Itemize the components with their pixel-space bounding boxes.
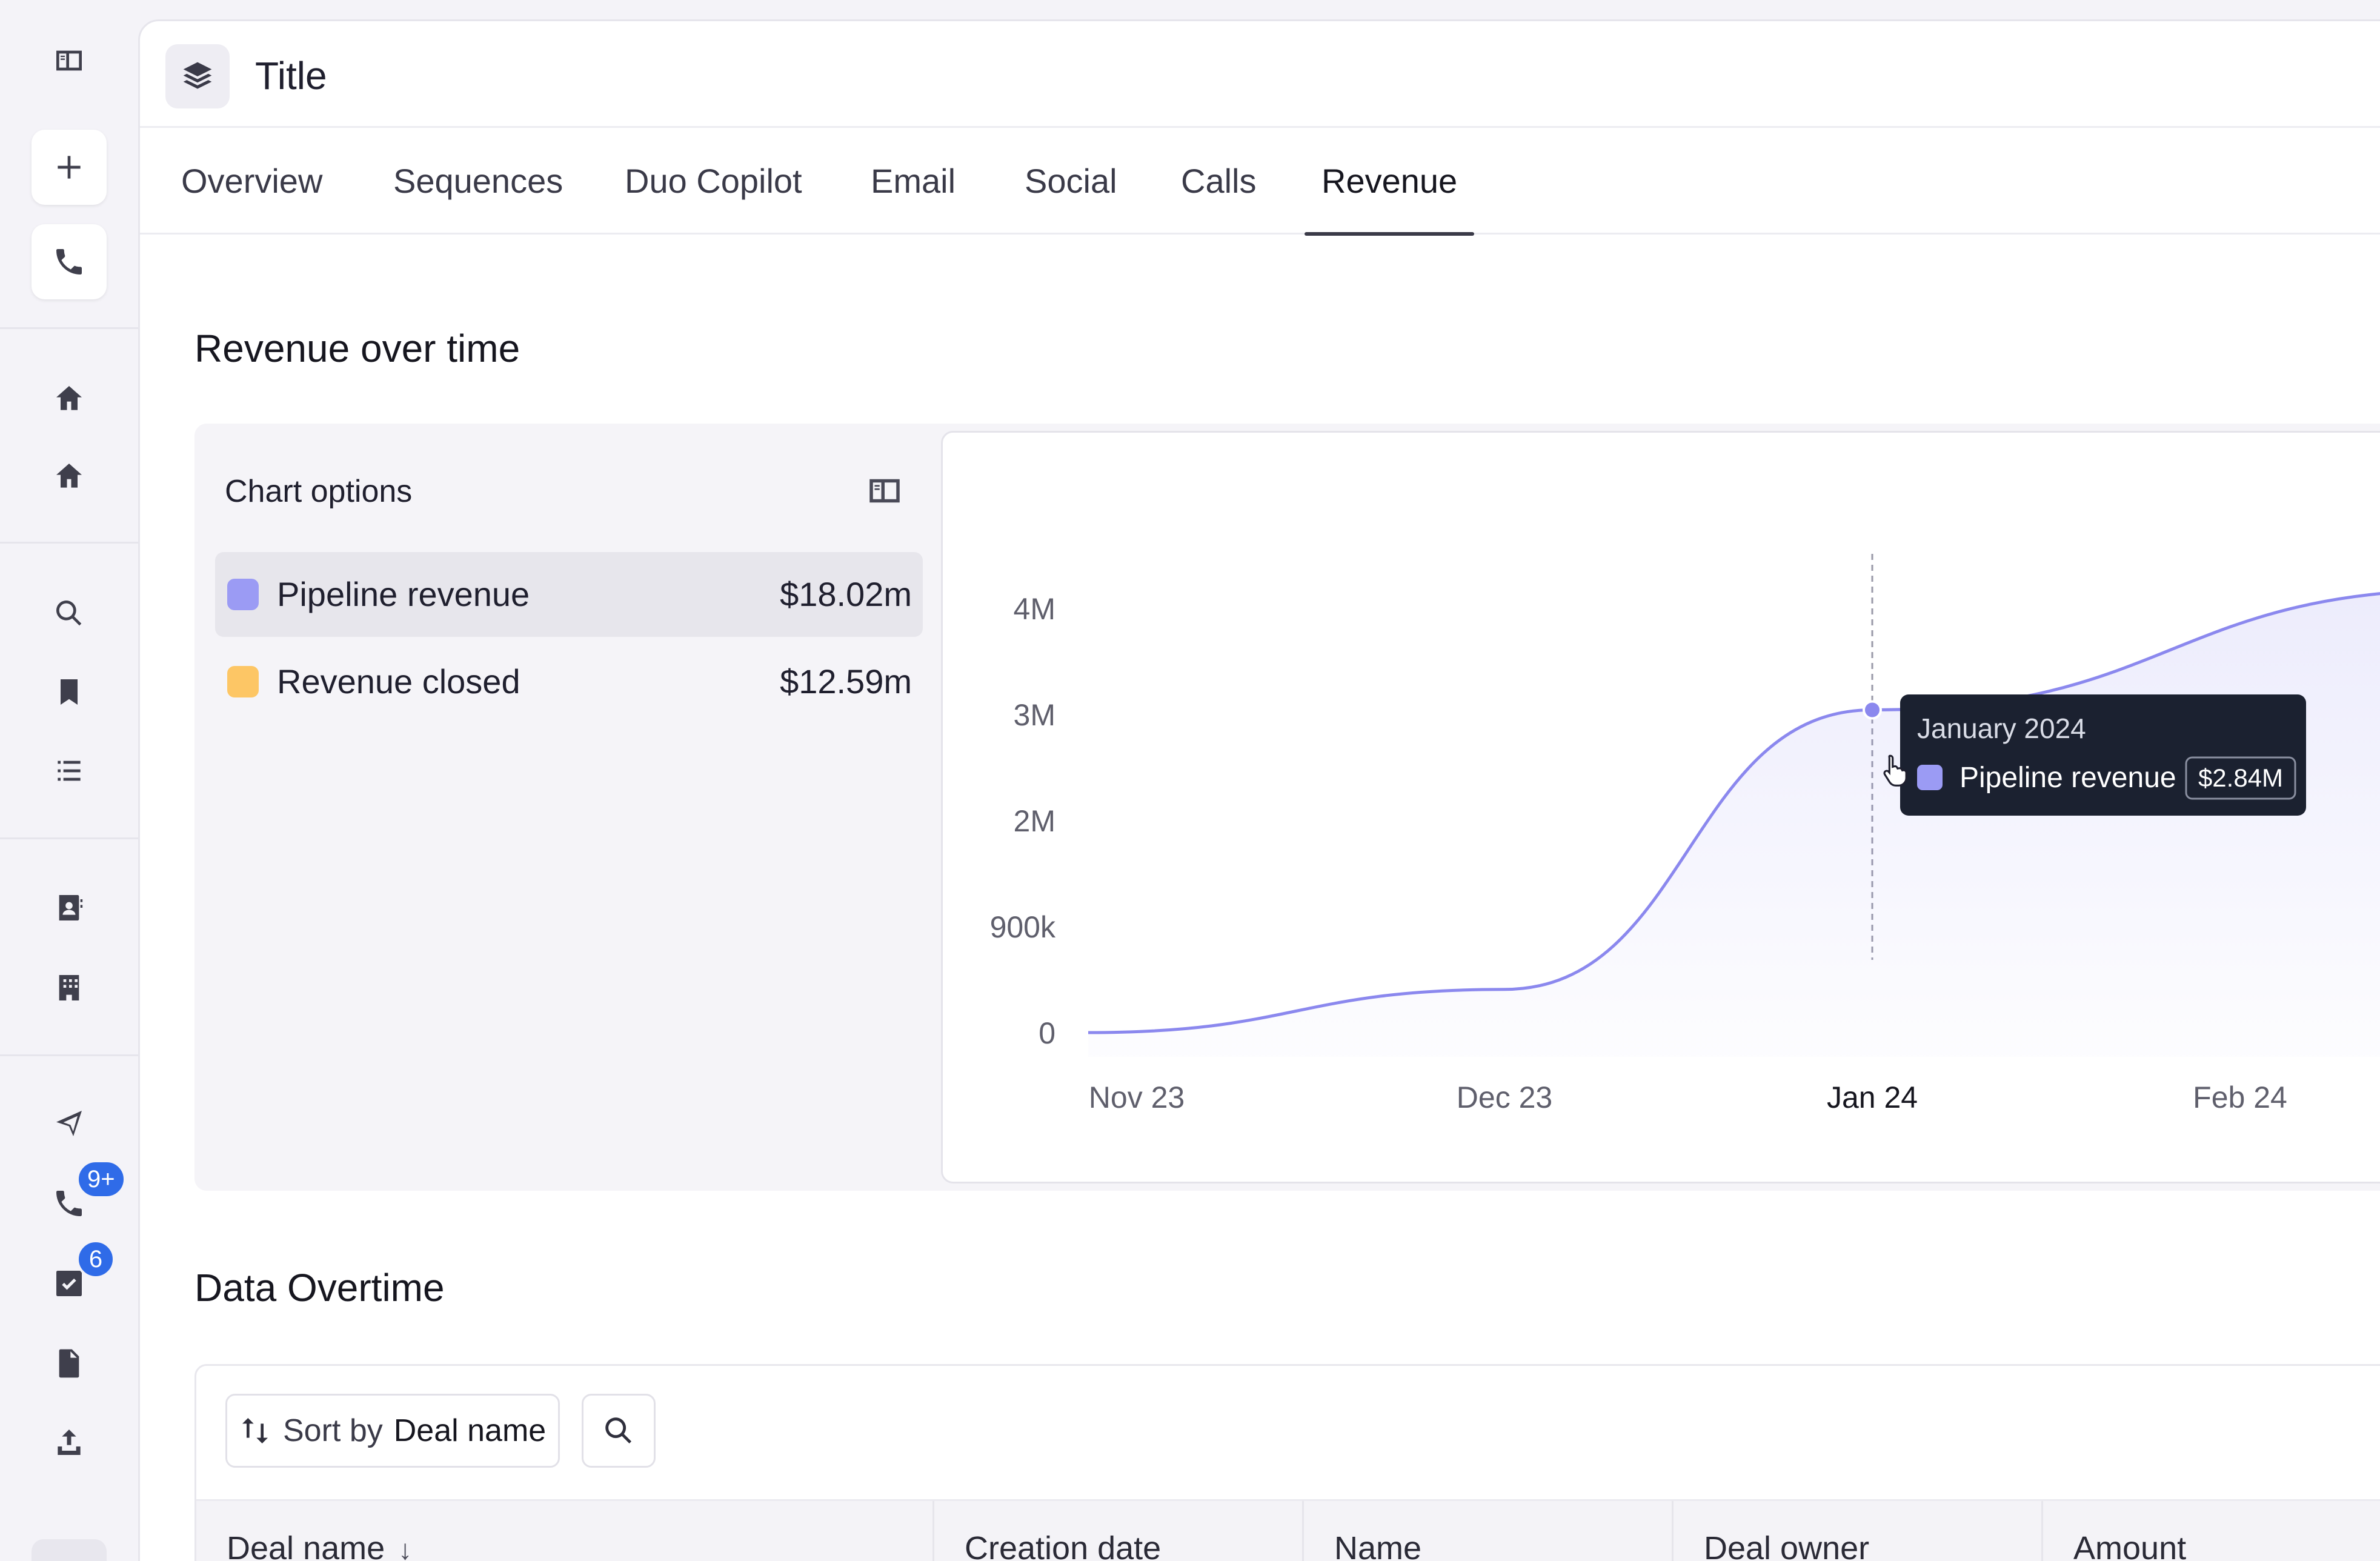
- revenue-section-title: Revenue over time: [194, 327, 520, 370]
- search-icon: [605, 1417, 632, 1444]
- tooltip-series-name: Pipeline revenue: [1960, 762, 2176, 794]
- left-rail: 9+ 6: [0, 0, 138, 1561]
- sort-button[interactable]: Sort by Deal name: [225, 1394, 560, 1468]
- revenue-chart-card: Chart options Pipeline revenue $18.02m R…: [194, 424, 2380, 1191]
- tooltip-swatch: [1917, 765, 1943, 790]
- tooltip-value: $2.84M: [2198, 764, 2283, 792]
- data-section-title: Data Overtime: [194, 1266, 445, 1310]
- x-tick-label: Feb 24: [2193, 1080, 2287, 1114]
- x-tick-label: Jan 24: [1827, 1080, 1918, 1114]
- series-total: $18.02m: [780, 575, 912, 613]
- phone-icon: [56, 1191, 82, 1216]
- column-header-label: Deal name: [227, 1530, 385, 1561]
- home-icon[interactable]: [32, 439, 107, 514]
- checkbox-icon: [56, 1271, 82, 1296]
- pipeline-revenue-area: [1088, 593, 2380, 1057]
- tab-sequences[interactable]: Sequences: [393, 162, 563, 200]
- column-header-amount[interactable]: Amount: [2043, 1501, 2380, 1561]
- dialer-button[interactable]: [32, 224, 107, 299]
- column-header-name[interactable]: Name: [1304, 1501, 1674, 1561]
- revenue-chart: 0 900k 2M 3M 4M Nov 23 Dec 23 Jan 24 Feb 24 Jan…: [990, 554, 2380, 1114]
- series-row-revenue-closed[interactable]: Revenue closed $12.59m: [215, 639, 923, 724]
- account-button[interactable]: [32, 1539, 107, 1561]
- y-tick-label: 4M: [1014, 592, 1055, 626]
- tab-calls[interactable]: Calls: [1181, 162, 1257, 200]
- column-header-label: Amount: [2073, 1530, 2187, 1561]
- series-name: Pipeline revenue: [277, 575, 530, 613]
- phone-icon: [56, 249, 82, 275]
- document-icon[interactable]: [32, 1326, 107, 1401]
- sidebar-toggle-icon[interactable]: [32, 23, 107, 98]
- tab-email[interactable]: Email: [871, 162, 956, 200]
- y-tick-label: 0: [1039, 1016, 1055, 1050]
- contacts-icon[interactable]: [32, 870, 107, 945]
- series-total: $12.59m: [780, 662, 912, 701]
- tooltip-title: January 2024: [1917, 713, 2086, 744]
- y-tick-label: 2M: [1014, 804, 1055, 838]
- data-point[interactable]: [1863, 700, 1882, 720]
- plus-icon: [58, 156, 81, 179]
- column-header-creation-date[interactable]: Creation date: [934, 1501, 1304, 1561]
- tab-duo-copilot[interactable]: Duo Copilot: [625, 162, 802, 200]
- tasks-nav-button[interactable]: [32, 1246, 107, 1321]
- y-tick-label: 3M: [1014, 698, 1055, 732]
- column-header-label: Name: [1334, 1530, 1422, 1561]
- home-icon[interactable]: [32, 361, 107, 436]
- calls-nav-button[interactable]: [32, 1166, 107, 1241]
- send-icon[interactable]: [32, 1086, 107, 1161]
- tasks-badge: 6: [76, 1240, 115, 1279]
- tab-overview[interactable]: Overview: [181, 162, 323, 200]
- pointer-cursor-icon: [1883, 754, 1907, 787]
- new-button[interactable]: [32, 130, 107, 205]
- calls-badge: 9+: [76, 1160, 126, 1199]
- x-tick-label: Nov 23: [1089, 1080, 1185, 1114]
- chart-options-panel: Chart options Pipeline revenue $18.02m R…: [194, 424, 941, 1191]
- layers-icon: [165, 44, 230, 108]
- chart-plot-area: 0 900k 2M 3M 4M Nov 23 Dec 23 Jan 24 Feb 24 Jan…: [941, 431, 2380, 1183]
- sort-down-icon: ↓: [398, 1534, 413, 1561]
- rail-divider: [0, 1054, 138, 1056]
- main-panel: Title Overview Sequences Duo Copilot Ema…: [138, 19, 2380, 1561]
- list-icon[interactable]: [32, 733, 107, 808]
- y-tick-label: 900k: [990, 910, 1056, 944]
- series-color-swatch: [227, 666, 259, 697]
- sort-field: Deal name: [393, 1413, 547, 1448]
- series-name: Revenue closed: [277, 662, 520, 701]
- bookmark-icon[interactable]: [32, 654, 107, 730]
- table-header-row: Deal name ↓ Creation date Name Deal owner…: [196, 1499, 2380, 1561]
- tab-social[interactable]: Social: [1025, 162, 1117, 200]
- series-row-pipeline-revenue[interactable]: Pipeline revenue $18.02m: [215, 552, 923, 637]
- page-header: Title: [140, 21, 2380, 128]
- rail-divider: [0, 542, 138, 544]
- pipeline-revenue-line[interactable]: [1088, 590, 2380, 1034]
- tooltip-value-chip: [2185, 756, 2296, 800]
- column-header-deal-owner[interactable]: Deal owner: [1674, 1501, 2043, 1561]
- column-header-label: Deal owner: [1704, 1530, 1870, 1561]
- tooltip-background: [1900, 694, 2306, 816]
- x-tick-label: Dec 23: [1457, 1080, 1552, 1114]
- rail-divider: [0, 837, 138, 839]
- page-title: Title: [255, 54, 327, 98]
- chart-options-title: Chart options: [225, 474, 413, 509]
- tab-revenue[interactable]: Revenue: [1304, 128, 1475, 236]
- chart-tooltip: January 2024 Pipeline revenue $2.84M: [1900, 694, 2306, 816]
- tab-bar: Overview Sequences Duo Copilot Email Soc…: [140, 128, 2380, 236]
- sort-prefix: Sort by: [283, 1413, 383, 1448]
- data-table-card: Sort by Deal name Deal name ↓ Creation da…: [194, 1364, 2380, 1561]
- sort-arrows-icon: [242, 1418, 268, 1443]
- series-color-swatch: [227, 579, 259, 610]
- table-search-button[interactable]: [582, 1394, 656, 1468]
- upload-icon[interactable]: [32, 1405, 107, 1480]
- rail-divider: [0, 327, 138, 329]
- building-icon[interactable]: [32, 950, 107, 1025]
- search-icon[interactable]: [32, 576, 107, 651]
- column-header-deal-name[interactable]: Deal name ↓: [196, 1501, 934, 1561]
- column-header-label: Creation date: [965, 1530, 1162, 1561]
- panel-toggle-icon[interactable]: [865, 471, 905, 511]
